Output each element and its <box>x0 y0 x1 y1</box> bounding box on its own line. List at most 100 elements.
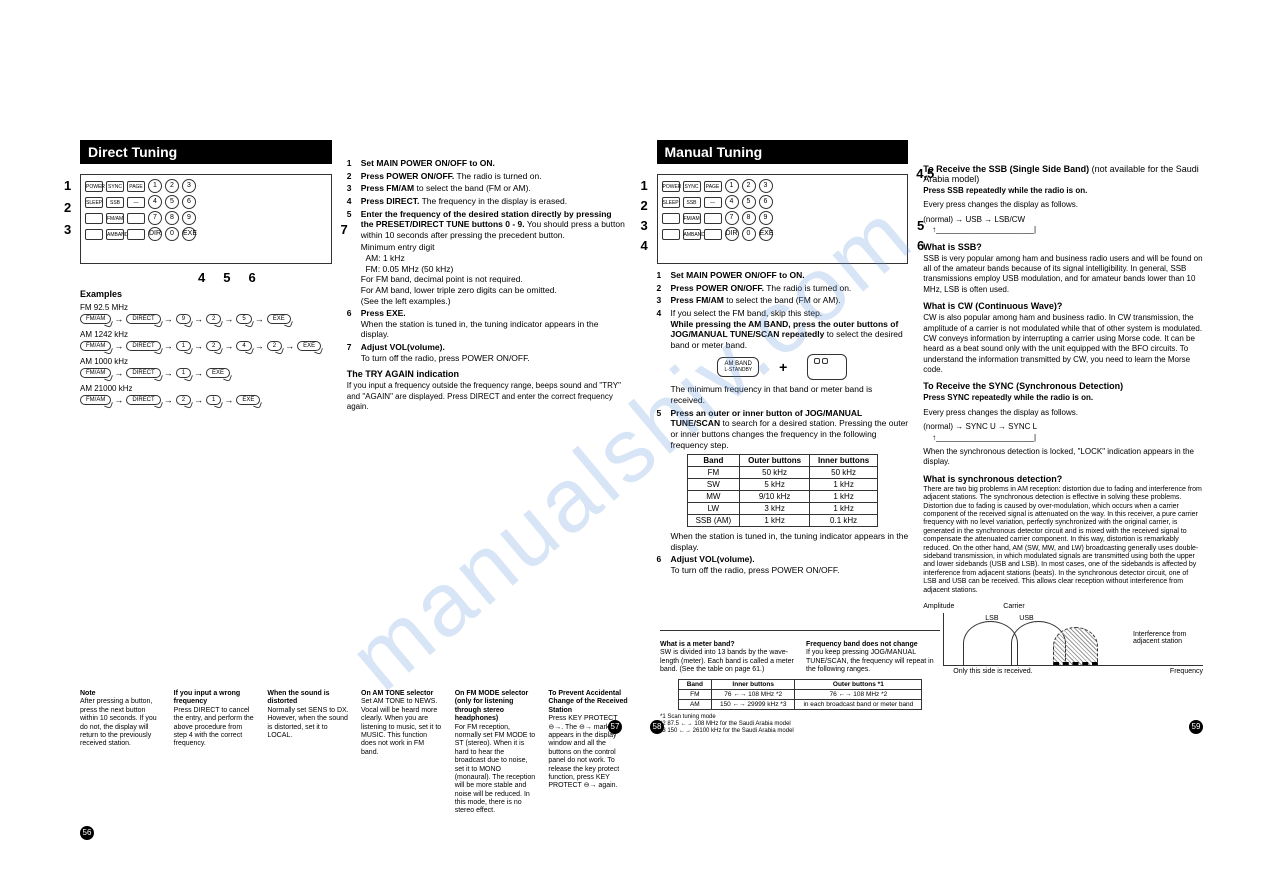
step-item: 2Press POWER ON/OFF. The radio is turned… <box>347 171 627 182</box>
step-item: The minimum frequency in that band or me… <box>657 384 909 405</box>
direct-tuning-header: Direct Tuning <box>80 140 332 164</box>
example-button: 1 <box>206 395 221 405</box>
example-button: DIRECT <box>126 395 160 405</box>
right-bottom-notes: What is a meter band?SW is divided into … <box>660 630 940 735</box>
example-item: AM 1000 kHzFM/AM→DIRECT→1→EXE <box>80 357 332 378</box>
manual-tuning-header: Manual Tuning <box>657 140 909 164</box>
range-footnotes: *1 Scan tuning mode*2 87.5 ←→ 108 MHz fo… <box>660 714 940 736</box>
example-button: DIRECT <box>126 368 160 378</box>
r-label-1: 1 <box>641 178 648 193</box>
step-item: 3Press FM/AM to select the band (FM or A… <box>657 295 909 306</box>
note-block: On AM TONE selectorSet AM TONE to NEWS. … <box>361 690 443 816</box>
example-button: EXE <box>236 395 260 405</box>
example-button: EXE <box>297 341 321 351</box>
ssb-sub: Press SSB repeatedly while the radio is … <box>923 186 1203 196</box>
step-item: 3Press FM/AM to select the band (FM or A… <box>347 183 627 194</box>
note-block: To Prevent Accidental Change of the Rece… <box>548 690 630 816</box>
step-item: 5Enter the frequency of the desired stat… <box>347 209 627 241</box>
r-label-5: 5 <box>917 218 924 233</box>
sync-heading: To Receive the SYNC (Synchronous Detecti… <box>923 381 1203 391</box>
r-label-3: 3 <box>641 218 648 233</box>
step-item: 4Press DIRECT. The frequency in the disp… <box>347 196 627 207</box>
example-button: 4 <box>236 341 251 351</box>
ssb-heading: To Receive the SSB (Single Side Band) (n… <box>923 164 1203 184</box>
sync-text: Every press changes the display as follo… <box>923 408 1203 418</box>
r-label-4: 4 <box>641 238 648 253</box>
example-button: EXE <box>206 368 230 378</box>
note-block: Frequency band does not changeIf you kee… <box>806 641 940 675</box>
page-56: 56 <box>80 826 94 840</box>
examples-list: FM 92.5 MHzFM/AM→DIRECT→9→2→5→EXEAM 1242… <box>80 303 332 405</box>
example-button: 2 <box>206 314 221 324</box>
step-item: 5Press an outer or inner button of JOG/M… <box>657 408 909 451</box>
what-sync-text: There are two big problems in AM recepti… <box>923 486 1203 595</box>
page-spread: Direct Tuning 1 2 3 7 POWERSYNCPAGE123 S… <box>0 0 1263 733</box>
step-item: When the station is tuned in, the tuning… <box>657 531 909 552</box>
example-button: FM/AM <box>80 341 111 351</box>
label-5: 5 <box>223 270 248 285</box>
example-item: AM 21000 kHzFM/AM→DIRECT→2→1→EXE <box>80 384 332 405</box>
example-button: 1 <box>176 368 191 378</box>
step-item: 1Set MAIN POWER ON/OFF to ON. <box>657 270 909 281</box>
label-4: 4 <box>198 270 223 285</box>
note-block: When the sound is distortedNormally set … <box>267 690 349 816</box>
label-3: 3 <box>64 222 71 237</box>
example-button: 9 <box>176 314 191 324</box>
example-item: AM 1242 kHzFM/AM→DIRECT→1→2→4→2→EXE <box>80 330 332 351</box>
example-button: DIRECT <box>126 341 160 351</box>
step-item: 6Adjust VOL(volume).To turn off the radi… <box>657 554 909 575</box>
r-label-2: 2 <box>641 198 648 213</box>
jog-illustration: AM BAND L-STANDBY + <box>657 354 909 380</box>
plus-icon: + <box>779 359 787 375</box>
label-2: 2 <box>64 200 71 215</box>
label-6: 6 <box>249 270 274 285</box>
control-panel-diagram: POWERSYNCPAGE123 SLEEPSSB—456 FM/AM789 A… <box>80 174 332 264</box>
left-page: Direct Tuning 1 2 3 7 POWERSYNCPAGE123 S… <box>80 140 627 673</box>
what-sync-heading: What is synchronous detection? <box>923 474 1203 484</box>
jog-button-illust <box>807 354 847 380</box>
what-ssb-text: SSB is very popular among ham and busine… <box>923 254 1203 296</box>
step-item: 4If you select the FM band, skip this st… <box>657 308 909 351</box>
try-again-text: If you input a frequency outside the fre… <box>347 381 627 412</box>
step-item: 6Press EXE.When the station is tuned in,… <box>347 308 627 340</box>
what-cw-heading: What is CW (Continuous Wave)? <box>923 301 1203 311</box>
page-57-marker: 57 <box>608 720 622 734</box>
label-1: 1 <box>64 178 71 193</box>
sync-detection-diagram: Amplitude Carrier LSB USB Interference f… <box>923 603 1203 673</box>
ssb-text: Every press changes the display as follo… <box>923 200 1203 210</box>
control-panel-diagram-2: POWERSYNCPAGE123 SLEEPSSB—456 FM/AM789 A… <box>657 174 909 264</box>
right-col-1: Manual Tuning 1 2 3 4 4,5 5 6 POWERSYNCP… <box>657 140 909 673</box>
left-bottom-notes: NoteAfter pressing a button, press the n… <box>80 680 630 840</box>
note-block: What is a meter band?SW is divided into … <box>660 641 794 675</box>
sync-lock-text: When the synchronous detection is locked… <box>923 447 1203 468</box>
example-button: FM/AM <box>80 368 111 378</box>
note-block: On FM MODE selector (only for listening … <box>455 690 537 816</box>
example-button: 1 <box>176 341 191 351</box>
amband-button-illust: AM BAND L-STANDBY <box>717 357 759 377</box>
example-button: 5 <box>236 314 251 324</box>
r-label-45: 4,5 <box>916 166 934 181</box>
left-col-2: 1Set MAIN POWER ON/OFF to ON.2Press POWE… <box>347 140 627 673</box>
examples-heading: Examples <box>80 289 332 299</box>
example-button: 2 <box>267 341 282 351</box>
example-button: FM/AM <box>80 314 111 324</box>
label-7: 7 <box>341 222 348 237</box>
example-button: EXE <box>267 314 291 324</box>
what-cw-text: CW is also popular among ham and busines… <box>923 313 1203 375</box>
direct-tuning-steps: 1Set MAIN POWER ON/OFF to ON.2Press POWE… <box>347 158 627 363</box>
note-block: NoteAfter pressing a button, press the n… <box>80 690 162 816</box>
step-item: 2Press POWER ON/OFF. The radio is turned… <box>657 283 909 294</box>
try-again-heading: The TRY AGAIN indication <box>347 369 627 379</box>
left-col-1: Direct Tuning 1 2 3 7 POWERSYNCPAGE123 S… <box>80 140 332 673</box>
manual-tuning-steps: 1Set MAIN POWER ON/OFF to ON. 2Press POWE… <box>657 270 909 350</box>
frequency-range-table: BandInner buttonsOuter buttons *1FM76 ←→… <box>678 679 923 710</box>
right-page: Manual Tuning 1 2 3 4 4,5 5 6 POWERSYNCP… <box>657 140 1204 673</box>
manual-tuning-steps-continued: The minimum frequency in that band or me… <box>657 384 909 450</box>
example-button: 2 <box>206 341 221 351</box>
r-label-6: 6 <box>917 238 924 253</box>
sync-sub: Press SYNC repeatedly while the radio is… <box>923 393 1203 403</box>
example-button: FM/AM <box>80 395 111 405</box>
step-item: Minimum entry digit AM: 1 kHz FM: 0.05 M… <box>347 242 627 306</box>
ssb-seq: (normal) → USB → LSB/CW ↑_______________… <box>923 215 1203 236</box>
step-item: 7Adjust VOL(volume).To turn off the radi… <box>347 342 627 363</box>
